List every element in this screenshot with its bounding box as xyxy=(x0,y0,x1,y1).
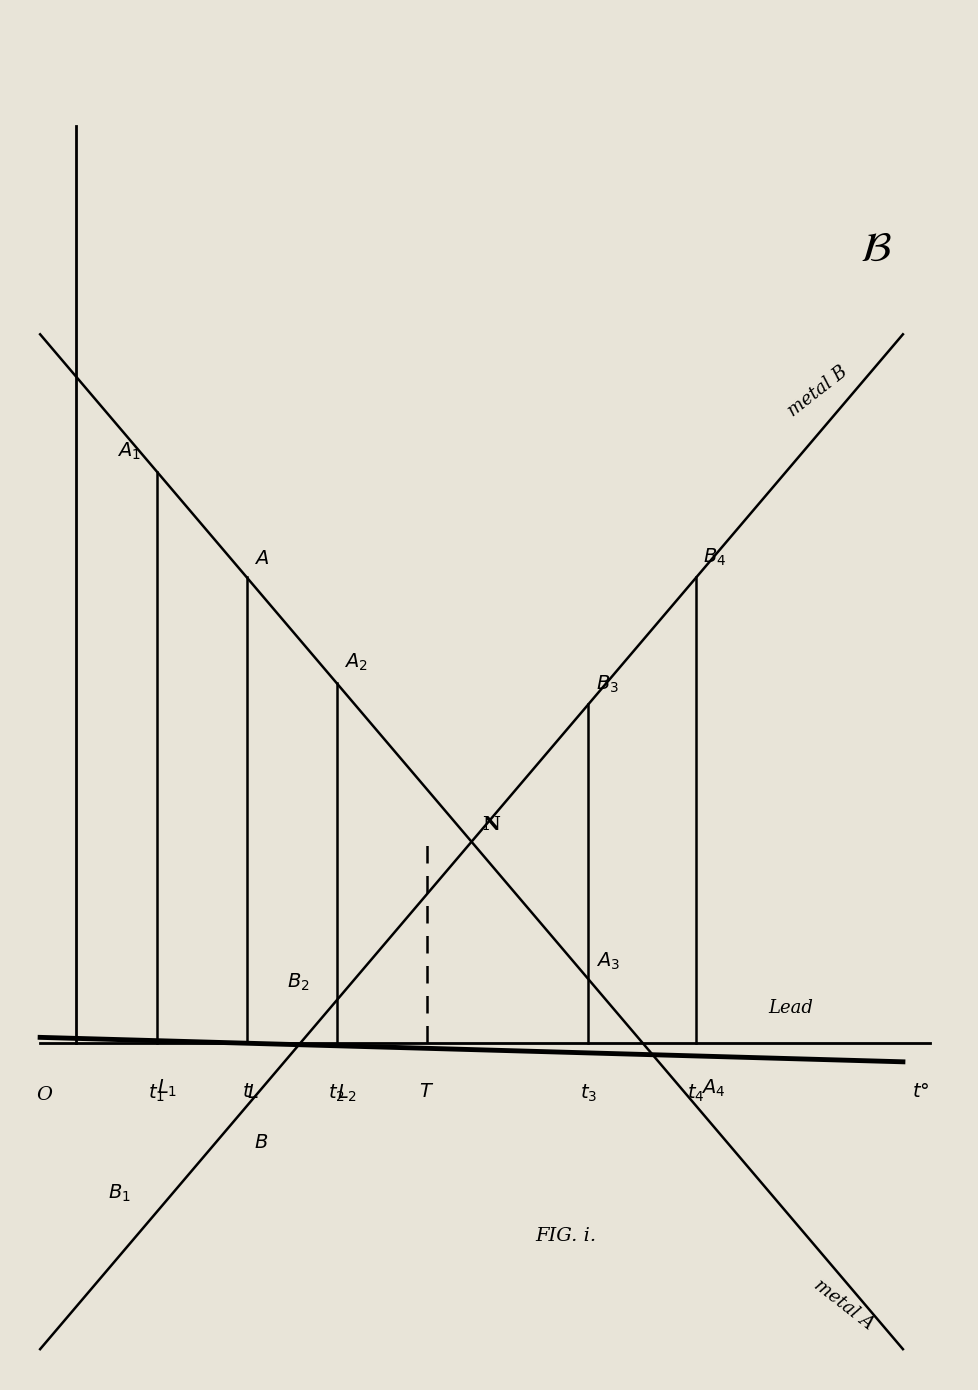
Text: $t_2$: $t_2$ xyxy=(328,1083,345,1104)
Text: $B_3$: $B_3$ xyxy=(595,673,618,695)
Text: $A_4$: $A_4$ xyxy=(700,1077,724,1098)
Text: Lead: Lead xyxy=(768,998,812,1016)
Text: $T$: $T$ xyxy=(419,1083,433,1101)
Text: $B$: $B$ xyxy=(253,1134,268,1152)
Text: $A_2$: $A_2$ xyxy=(343,652,367,673)
Text: $A$: $A$ xyxy=(253,549,269,567)
Text: $t_1$: $t_1$ xyxy=(149,1083,165,1104)
Text: $t°$: $t°$ xyxy=(911,1083,928,1101)
Text: metal B: metal B xyxy=(783,363,850,420)
Text: $B_2$: $B_2$ xyxy=(287,972,310,992)
Text: $t_3$: $t_3$ xyxy=(579,1083,597,1104)
Text: $L$: $L$ xyxy=(246,1084,258,1102)
Text: N: N xyxy=(482,816,500,834)
Text: $\mathcal{B}$: $\mathcal{B}$ xyxy=(860,228,891,270)
Text: $A_3$: $A_3$ xyxy=(595,951,619,972)
Text: FIG. i.: FIG. i. xyxy=(535,1227,596,1245)
Text: $L_2$: $L_2$ xyxy=(336,1083,356,1105)
Text: $A_1$: $A_1$ xyxy=(116,441,140,461)
Text: $B_1$: $B_1$ xyxy=(108,1183,130,1204)
Text: $B_4$: $B_4$ xyxy=(702,546,726,567)
Text: $t_4$: $t_4$ xyxy=(687,1083,704,1104)
Text: $L_1$: $L_1$ xyxy=(156,1079,177,1099)
Text: $t$: $t$ xyxy=(242,1083,251,1101)
Text: metal A: metal A xyxy=(810,1276,876,1333)
Text: O: O xyxy=(36,1086,53,1104)
